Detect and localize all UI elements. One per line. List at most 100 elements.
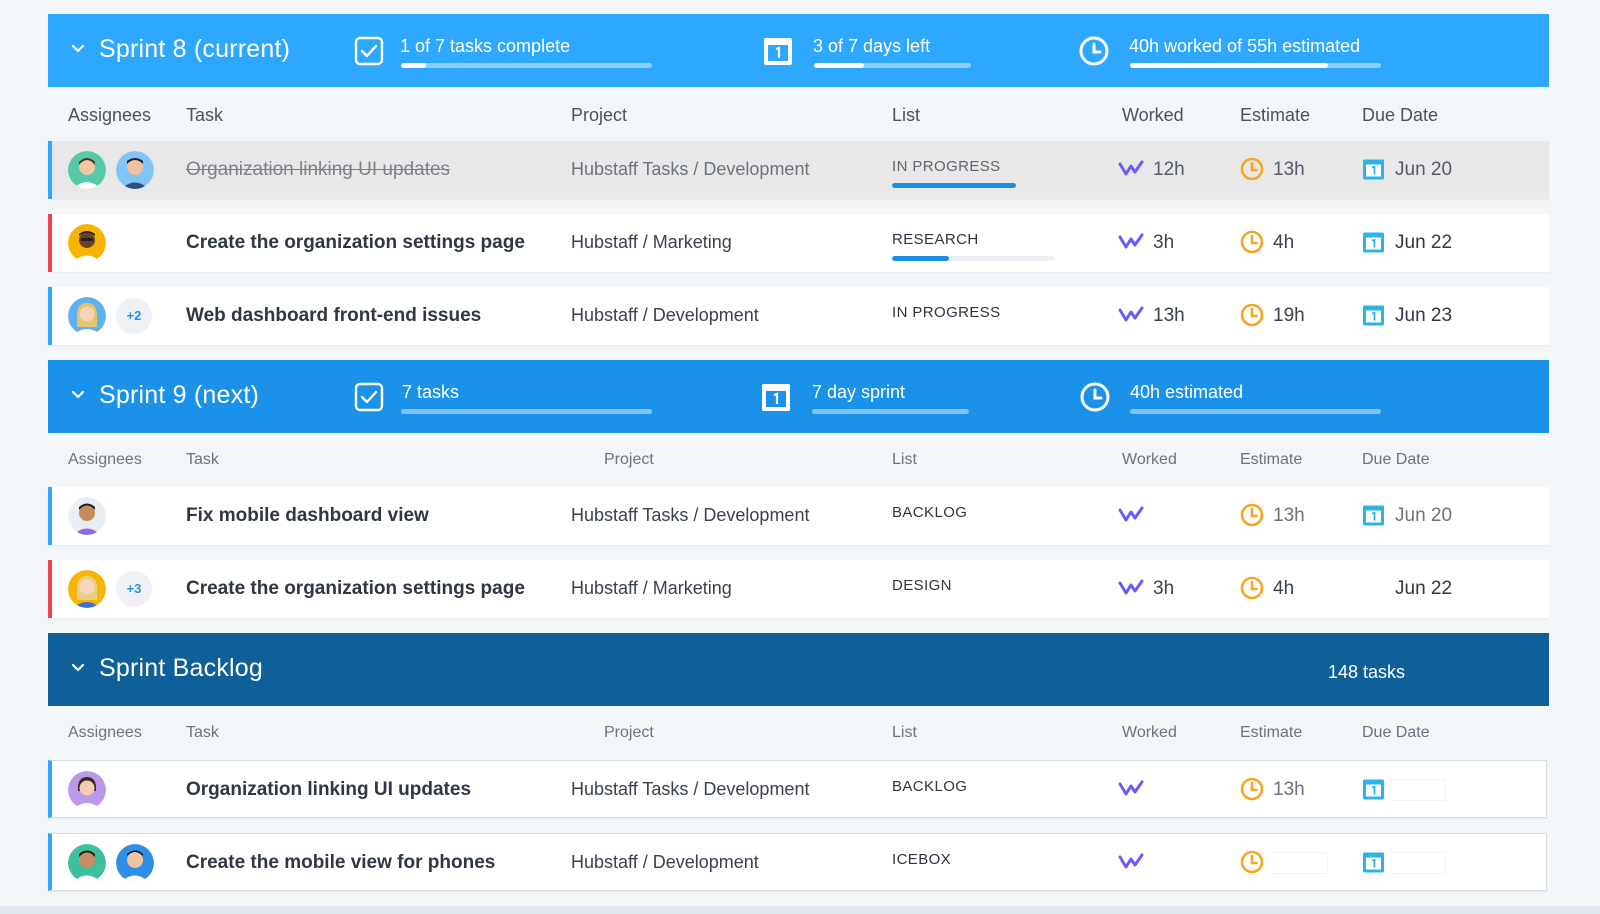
col-estimate[interactable]: Estimate: [1240, 105, 1311, 125]
list-progress-fill: [892, 183, 1016, 188]
col-due-date[interactable]: Due Date: [1362, 451, 1430, 468]
chevron-down-icon[interactable]: [70, 386, 86, 402]
col-task[interactable]: Task: [186, 724, 219, 741]
avatar[interactable]: [68, 771, 106, 809]
estimate-value[interactable]: 13h: [1273, 505, 1305, 526]
col-assignees[interactable]: Assignees: [68, 451, 142, 468]
task-row[interactable]: Create the organization settings page Hu…: [48, 214, 1549, 272]
col-project[interactable]: Project: [604, 724, 654, 741]
avatar[interactable]: [116, 151, 154, 189]
task-title[interactable]: Fix mobile dashboard view: [186, 505, 429, 526]
task-title[interactable]: Create the mobile view for phones: [186, 852, 496, 873]
task-row[interactable]: +3 Create the organization settings page…: [48, 560, 1549, 618]
estimate-clock-icon: [1240, 576, 1264, 600]
col-worked[interactable]: Worked: [1122, 724, 1177, 741]
task-project[interactable]: Hubstaff Tasks / Development: [571, 505, 810, 525]
tasks-progress-bar: [401, 63, 652, 68]
time-progress-bar: [1130, 409, 1381, 414]
sprint-board: Sprint 8 (current) 1 of 7 tasks complete…: [48, 14, 1549, 891]
estimate-value[interactable]: 4h: [1273, 232, 1295, 253]
estimate-value[interactable]: 4h: [1273, 578, 1295, 599]
col-assignees[interactable]: Assignees: [68, 105, 152, 125]
col-worked[interactable]: Worked: [1122, 451, 1177, 468]
col-list[interactable]: List: [892, 451, 917, 468]
chevron-down-icon[interactable]: [70, 40, 86, 56]
avatar[interactable]: [68, 844, 106, 882]
calendar-icon: [1362, 304, 1385, 327]
due-date-field[interactable]: [1390, 852, 1446, 874]
tasks-label: 7 tasks: [402, 382, 460, 402]
col-project[interactable]: Project: [571, 105, 628, 125]
task-project[interactable]: Hubstaff Tasks / Development: [571, 779, 810, 799]
col-worked[interactable]: Worked: [1122, 105, 1184, 125]
col-estimate[interactable]: Estimate: [1240, 724, 1303, 741]
task-project[interactable]: Hubstaff Tasks / Development: [571, 159, 810, 179]
task-row[interactable]: Create the mobile view for phones Hubsta…: [48, 833, 1547, 891]
task-title[interactable]: Organization linking UI updates: [186, 779, 472, 800]
sprint-backlog-header[interactable]: Sprint Backlog 148 tasks: [48, 633, 1549, 706]
estimate-value[interactable]: 13h: [1273, 779, 1305, 800]
calendar-icon: [760, 381, 792, 413]
sprint-title: Sprint Backlog: [99, 654, 263, 682]
due-date-field[interactable]: [1390, 779, 1446, 801]
task-row[interactable]: Organization linking UI updates Hubstaff…: [48, 760, 1547, 818]
due-date-value[interactable]: Jun 22: [1395, 232, 1453, 253]
due-date-value[interactable]: Jun 20: [1395, 505, 1453, 526]
avatar[interactable]: [68, 297, 106, 335]
col-due-date[interactable]: Due Date: [1362, 724, 1430, 741]
estimate-value[interactable]: 19h: [1273, 305, 1305, 326]
list-status[interactable]: DESIGN: [892, 577, 952, 594]
avatar[interactable]: [68, 151, 106, 189]
sprint-9-header[interactable]: Sprint 9 (next) 7 tasks 7 day sprint 40h…: [48, 360, 1549, 433]
list-status[interactable]: ICEBOX: [892, 851, 952, 868]
list-status[interactable]: BACKLOG: [892, 778, 968, 795]
task-row[interactable]: Fix mobile dashboard view Hubstaff Tasks…: [48, 487, 1549, 545]
column-headers: Assignees Task Project List Worked Estim…: [48, 433, 1549, 487]
task-row[interactable]: Organization linking UI updates Hubstaff…: [48, 141, 1549, 199]
avatar[interactable]: [116, 844, 154, 882]
col-list[interactable]: List: [892, 105, 921, 125]
calendar-icon: [1362, 851, 1385, 874]
worked-icon: [1118, 506, 1144, 524]
estimate-field[interactable]: [1268, 852, 1328, 874]
task-project[interactable]: Hubstaff / Development: [571, 305, 759, 325]
more-assignees-badge[interactable]: +3: [116, 571, 152, 607]
task-title[interactable]: Web dashboard front-end issues: [186, 305, 482, 326]
estimate-clock-icon: [1240, 777, 1264, 801]
task-title[interactable]: Create the organization settings page: [186, 578, 525, 599]
list-status[interactable]: IN PROGRESS: [892, 158, 1001, 175]
task-project[interactable]: Hubstaff / Marketing: [571, 232, 732, 252]
col-due-date[interactable]: Due Date: [1362, 105, 1439, 125]
col-project[interactable]: Project: [604, 451, 654, 468]
bottom-edge: [0, 906, 1600, 914]
task-title[interactable]: Organization linking UI updates: [186, 159, 451, 180]
col-estimate[interactable]: Estimate: [1240, 451, 1303, 468]
estimate-value[interactable]: 13h: [1273, 159, 1305, 180]
avatar[interactable]: [68, 570, 106, 608]
time-progress-bar: [1130, 63, 1381, 68]
avatar[interactable]: [68, 497, 106, 535]
col-list[interactable]: List: [892, 724, 917, 741]
task-project[interactable]: Hubstaff / Development: [571, 852, 759, 872]
due-date-value[interactable]: Jun 22: [1395, 578, 1453, 599]
calendar-icon: [1362, 778, 1385, 801]
due-date-value[interactable]: Jun 23: [1395, 305, 1453, 326]
list-status[interactable]: IN PROGRESS: [892, 304, 1001, 321]
time-label: 40h estimated: [1130, 382, 1244, 402]
more-assignees-badge[interactable]: +2: [116, 298, 152, 334]
days-progress-bar: [814, 63, 971, 68]
due-date-value[interactable]: Jun 20: [1395, 159, 1453, 180]
avatar[interactable]: [68, 224, 106, 262]
col-task[interactable]: Task: [186, 105, 224, 125]
task-row[interactable]: +2 Web dashboard front-end issues Hubsta…: [48, 287, 1549, 345]
worked-icon: [1118, 579, 1144, 597]
col-assignees[interactable]: Assignees: [68, 724, 142, 741]
task-title[interactable]: Create the organization settings page: [186, 232, 525, 253]
sprint-8-header[interactable]: Sprint 8 (current) 1 of 7 tasks complete…: [48, 14, 1549, 87]
task-project[interactable]: Hubstaff / Marketing: [571, 578, 732, 598]
chevron-down-icon[interactable]: [70, 659, 86, 675]
list-status[interactable]: RESEARCH: [892, 231, 979, 248]
col-task[interactable]: Task: [186, 451, 219, 468]
list-status[interactable]: BACKLOG: [892, 504, 968, 521]
days-progress-bar: [812, 409, 969, 414]
